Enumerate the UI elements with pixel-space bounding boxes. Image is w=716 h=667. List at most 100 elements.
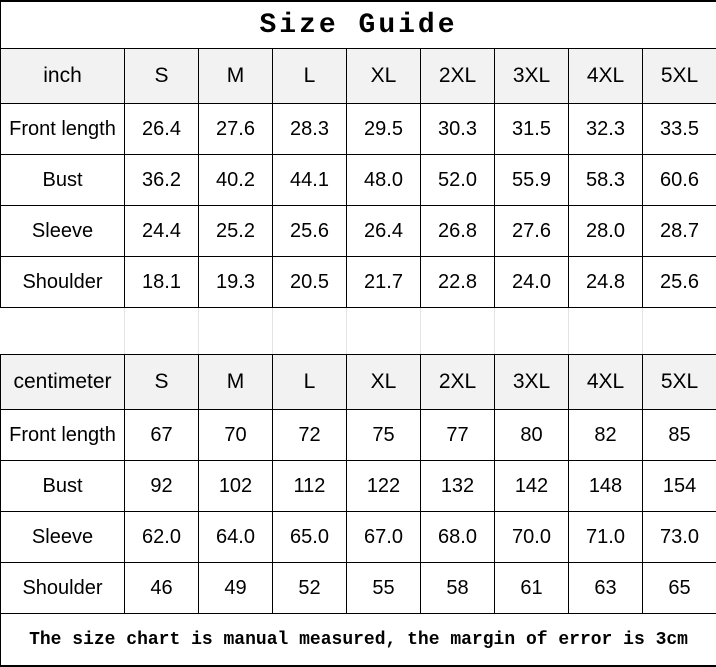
- size-col-header: 4XL: [569, 49, 643, 104]
- size-col-header: M: [199, 49, 273, 104]
- value-cell: 75: [347, 410, 421, 461]
- value-cell: 64.0: [199, 512, 273, 563]
- spacer-row: [1, 308, 716, 355]
- table-row: Shoulder 18.1 19.3 20.5 21.7 22.8 24.0 2…: [1, 257, 716, 308]
- size-col-header: 5XL: [643, 49, 716, 104]
- inch-header-row: inch S M L XL 2XL 3XL 4XL 5XL: [1, 49, 716, 104]
- value-cell: 26.4: [125, 104, 199, 155]
- table-row: Bust 36.2 40.2 44.1 48.0 52.0 55.9 58.3 …: [1, 155, 716, 206]
- value-cell: 25.6: [643, 257, 716, 308]
- row-label: Bust: [1, 155, 125, 206]
- value-cell: 73.0: [643, 512, 716, 563]
- row-label: Sleeve: [1, 206, 125, 257]
- size-col-header: L: [273, 355, 347, 410]
- table-row: Sleeve 24.4 25.2 25.6 26.4 26.8 27.6 28.…: [1, 206, 716, 257]
- table-row: Front length 67 70 72 75 77 80 82 85: [1, 410, 716, 461]
- size-col-header: S: [125, 355, 199, 410]
- table-row: Bust 92 102 112 122 132 142 148 154: [1, 461, 716, 512]
- value-cell: 71.0: [569, 512, 643, 563]
- value-cell: 22.8: [421, 257, 495, 308]
- size-col-header: 2XL: [421, 49, 495, 104]
- footer-note: The size chart is manual measured, the m…: [1, 614, 716, 667]
- value-cell: 148: [569, 461, 643, 512]
- table-row: Shoulder 46 49 52 55 58 61 63 65: [1, 563, 716, 614]
- size-col-header: 3XL: [495, 355, 569, 410]
- value-cell: 24.8: [569, 257, 643, 308]
- value-cell: 52.0: [421, 155, 495, 206]
- unit-label-centimeter: centimeter: [1, 355, 125, 410]
- value-cell: 33.5: [643, 104, 716, 155]
- size-col-header: L: [273, 49, 347, 104]
- value-cell: 36.2: [125, 155, 199, 206]
- row-label: Bust: [1, 461, 125, 512]
- value-cell: 85: [643, 410, 716, 461]
- value-cell: 21.7: [347, 257, 421, 308]
- value-cell: 28.7: [643, 206, 716, 257]
- value-cell: 48.0: [347, 155, 421, 206]
- value-cell: 132: [421, 461, 495, 512]
- size-col-header: 2XL: [421, 355, 495, 410]
- row-label: Front length: [1, 410, 125, 461]
- value-cell: 58.3: [569, 155, 643, 206]
- row-label: Shoulder: [1, 257, 125, 308]
- value-cell: 92: [125, 461, 199, 512]
- size-col-header: 5XL: [643, 355, 716, 410]
- value-cell: 40.2: [199, 155, 273, 206]
- row-label: Sleeve: [1, 512, 125, 563]
- value-cell: 82: [569, 410, 643, 461]
- value-cell: 24.4: [125, 206, 199, 257]
- value-cell: 55: [347, 563, 421, 614]
- size-col-header: 3XL: [495, 49, 569, 104]
- unit-label-inch: inch: [1, 49, 125, 104]
- size-col-header: XL: [347, 355, 421, 410]
- value-cell: 28.0: [569, 206, 643, 257]
- centimeter-header-row: centimeter S M L XL 2XL 3XL 4XL 5XL: [1, 355, 716, 410]
- value-cell: 31.5: [495, 104, 569, 155]
- value-cell: 65: [643, 563, 716, 614]
- value-cell: 26.4: [347, 206, 421, 257]
- value-cell: 62.0: [125, 512, 199, 563]
- value-cell: 30.3: [421, 104, 495, 155]
- value-cell: 26.8: [421, 206, 495, 257]
- title-row: Size Guide: [1, 1, 716, 49]
- value-cell: 112: [273, 461, 347, 512]
- value-cell: 27.6: [199, 104, 273, 155]
- size-guide-sheet: Size Guide inch S M L XL 2XL 3XL 4XL 5XL…: [0, 0, 716, 651]
- value-cell: 46: [125, 563, 199, 614]
- value-cell: 61: [495, 563, 569, 614]
- value-cell: 65.0: [273, 512, 347, 563]
- size-col-header: S: [125, 49, 199, 104]
- footer-row: The size chart is manual measured, the m…: [1, 614, 716, 667]
- value-cell: 70.0: [495, 512, 569, 563]
- row-label: Front length: [1, 104, 125, 155]
- value-cell: 52: [273, 563, 347, 614]
- value-cell: 24.0: [495, 257, 569, 308]
- value-cell: 72: [273, 410, 347, 461]
- value-cell: 102: [199, 461, 273, 512]
- value-cell: 142: [495, 461, 569, 512]
- value-cell: 80: [495, 410, 569, 461]
- value-cell: 58: [421, 563, 495, 614]
- value-cell: 67: [125, 410, 199, 461]
- value-cell: 18.1: [125, 257, 199, 308]
- value-cell: 49: [199, 563, 273, 614]
- size-col-header: XL: [347, 49, 421, 104]
- page-title: Size Guide: [1, 1, 716, 49]
- value-cell: 67.0: [347, 512, 421, 563]
- value-cell: 55.9: [495, 155, 569, 206]
- value-cell: 68.0: [421, 512, 495, 563]
- value-cell: 27.6: [495, 206, 569, 257]
- row-label: Shoulder: [1, 563, 125, 614]
- size-col-header: M: [199, 355, 273, 410]
- value-cell: 154: [643, 461, 716, 512]
- value-cell: 122: [347, 461, 421, 512]
- table-row: Front length 26.4 27.6 28.3 29.5 30.3 31…: [1, 104, 716, 155]
- value-cell: 60.6: [643, 155, 716, 206]
- size-col-header: 4XL: [569, 355, 643, 410]
- value-cell: 25.6: [273, 206, 347, 257]
- value-cell: 20.5: [273, 257, 347, 308]
- table-row: Sleeve 62.0 64.0 65.0 67.0 68.0 70.0 71.…: [1, 512, 716, 563]
- value-cell: 28.3: [273, 104, 347, 155]
- value-cell: 32.3: [569, 104, 643, 155]
